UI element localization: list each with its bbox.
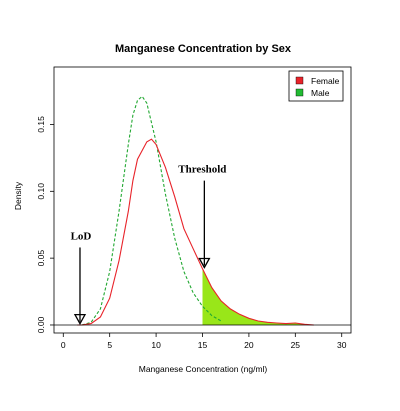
legend-label-male: Male [311,88,330,98]
series-line-male [81,95,222,326]
x-axis: 0 5 10 15 20 25 30 [61,333,347,350]
y-tick-label: 0.15 [36,116,46,133]
x-tick-label: 5 [107,340,112,350]
legend-swatch-male [295,88,304,97]
annotation-arrow-head [73,313,87,325]
y-axis-label: Density [13,181,23,210]
x-tick-label: 0 [61,340,66,350]
x-tick-label: 15 [198,340,208,350]
annotation-arrow-head [198,257,211,269]
annotations: LoD Threshold [71,164,226,325]
y-tick-label: 0.00 [36,316,46,333]
annotation-label: Threshold [178,164,226,176]
x-axis-label: Manganese Concentration (ng/ml) [139,364,268,374]
x-tick-label: 25 [291,340,301,350]
chart-title: Manganese Concentration by Sex [115,43,292,55]
y-axis: 0.00 0.05 0.10 0.15 [36,116,54,333]
x-tick-label: 20 [244,340,254,350]
y-tick-label: 0.10 [36,183,46,200]
legend: Female Male [288,70,344,102]
legend-label-female: Female [311,76,340,86]
series-line-female [77,138,314,326]
plot-area [54,95,351,326]
legend-swatch-female [295,76,304,85]
x-tick-label: 10 [151,340,161,350]
threshold-shaded-area [202,268,314,325]
y-tick-label: 0.05 [36,250,46,267]
annotation-label: LoD [71,230,92,242]
x-tick-label: 30 [337,340,347,350]
